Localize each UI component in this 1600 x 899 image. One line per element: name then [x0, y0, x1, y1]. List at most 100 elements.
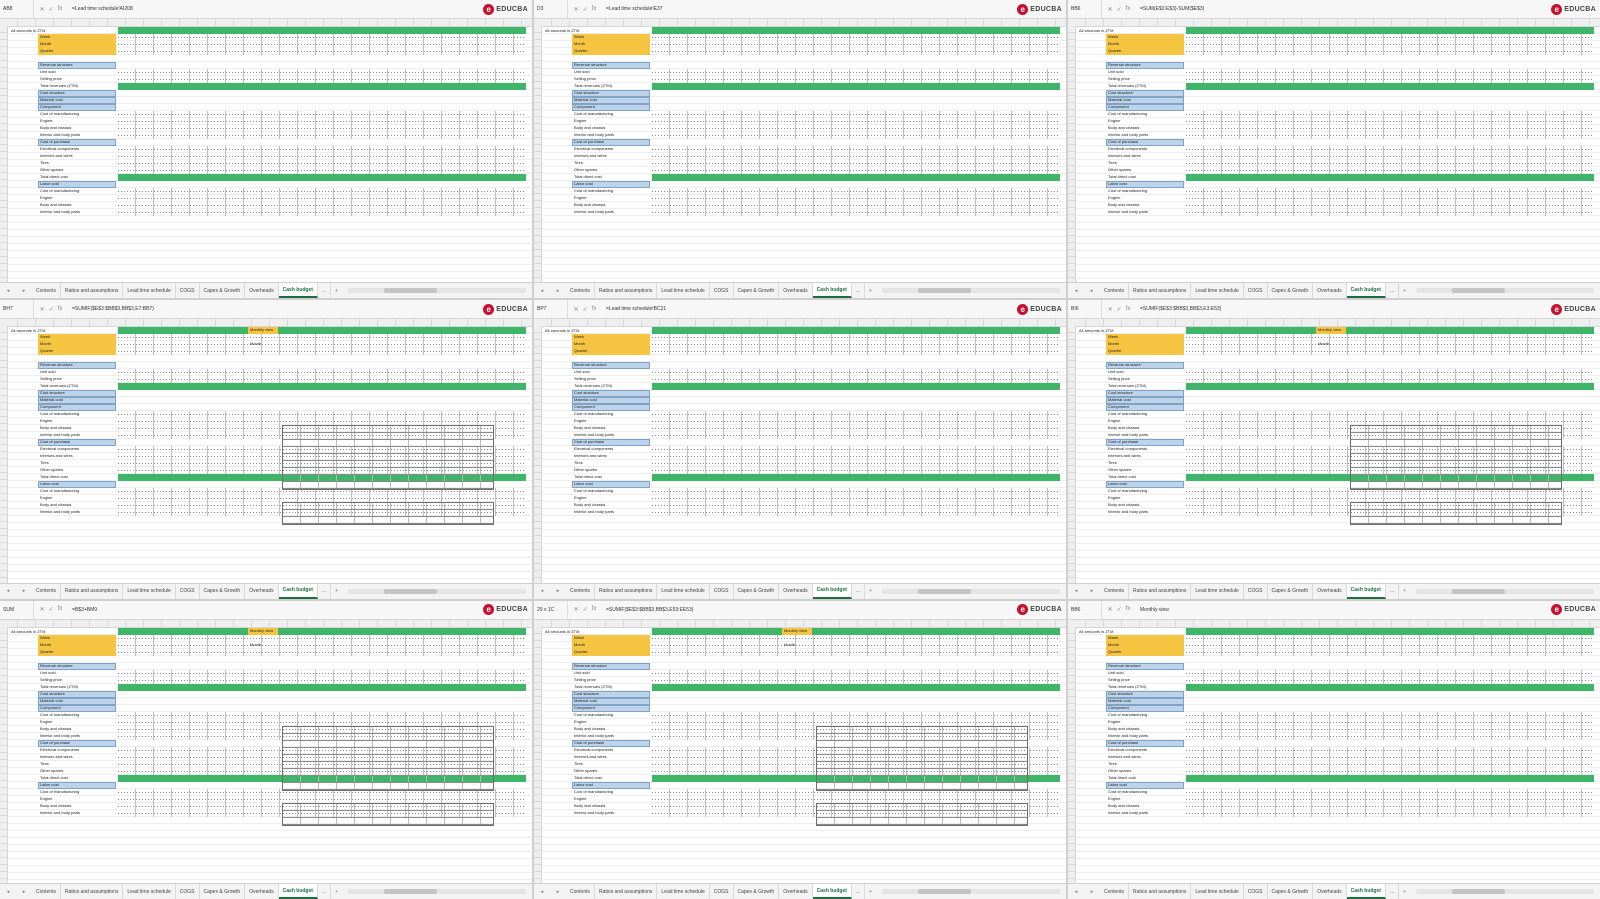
cancel-icon[interactable]: ✕ — [573, 607, 579, 614]
tab-prev-icon[interactable]: ◂ — [1074, 888, 1078, 895]
sheet-tab[interactable]: Overheads — [1313, 884, 1347, 899]
sheet-tab[interactable]: Lead time schedule — [1191, 884, 1244, 899]
sheet-tab[interactable]: Overheads — [779, 884, 813, 899]
sheet-tab[interactable]: Ratios and assumptions — [1129, 884, 1192, 899]
name-box[interactable]: D3 — [534, 0, 568, 18]
sheet-tab[interactable]: COGS — [710, 283, 734, 299]
spreadsheet-grid[interactable]: All amounts in ZTM Week Month Quarter Revenu… — [1076, 27, 1600, 283]
horizontal-scrollbar[interactable] — [882, 588, 1060, 594]
sheet-tab[interactable]: COGS — [176, 583, 200, 599]
sheet-tab[interactable]: Overheads — [245, 283, 279, 299]
sheet-tab[interactable]: Cash budget — [278, 884, 318, 899]
sheet-tab[interactable]: Lead time schedule — [657, 583, 710, 599]
cancel-icon[interactable]: ✕ — [1107, 607, 1113, 614]
function-icon[interactable]: fx — [57, 606, 63, 613]
sheet-tab[interactable]: Ratios and assumptions — [61, 283, 124, 299]
name-box[interactable]: BH7 — [0, 300, 34, 319]
name-box[interactable]: BB6 — [1068, 600, 1102, 619]
scrollbar-thumb[interactable] — [383, 588, 438, 594]
function-icon[interactable]: fx — [1125, 606, 1131, 613]
tab-next-icon[interactable]: ▸ — [22, 888, 26, 895]
sheet-tab[interactable]: Capex & Growth — [1268, 884, 1314, 899]
sheet-tab[interactable]: Overheads — [1313, 583, 1347, 599]
sheet-tab[interactable]: Contents — [1100, 583, 1130, 599]
cancel-icon[interactable]: ✕ — [39, 306, 45, 313]
spreadsheet-grid[interactable]: All amounts in ZTM Week Month Quarter Revenu… — [8, 627, 532, 883]
sheet-tab[interactable]: Cash budget — [278, 583, 318, 599]
spreadsheet-grid[interactable]: All amounts in ZTM Week Month Quarter Revenu… — [8, 327, 532, 583]
sheet-tab[interactable]: COGS — [1244, 884, 1268, 899]
sheet-tab[interactable]: Capex & Growth — [734, 884, 780, 899]
confirm-icon[interactable]: ✓ — [582, 6, 588, 13]
horizontal-scrollbar[interactable] — [882, 288, 1060, 294]
sheet-tab[interactable]: Cash budget — [812, 583, 852, 599]
add-sheet-button[interactable]: + — [335, 888, 339, 895]
sheet-tab[interactable]: Overheads — [245, 583, 279, 599]
sheet-tab[interactable]: ... — [852, 583, 866, 599]
sheet-tab[interactable]: Cash budget — [1346, 283, 1386, 299]
sheet-tab[interactable]: Capex & Growth — [734, 283, 780, 299]
formula-input[interactable]: =Lead time schedule!AI208 — [72, 6, 133, 12]
tab-prev-icon[interactable]: ◂ — [540, 888, 544, 895]
tab-next-icon[interactable]: ▸ — [556, 888, 560, 895]
monthly-summary-table[interactable] — [1350, 425, 1562, 491]
confirm-icon[interactable]: ✓ — [1116, 607, 1122, 614]
confirm-icon[interactable]: ✓ — [48, 6, 54, 13]
tab-next-icon[interactable]: ▸ — [1090, 888, 1094, 895]
sheet-tab[interactable]: Lead time schedule — [1191, 283, 1244, 299]
tab-prev-icon[interactable]: ◂ — [540, 287, 544, 294]
sheet-tab[interactable]: Ratios and assumptions — [595, 283, 658, 299]
sheet-tab[interactable]: ... — [1386, 884, 1400, 899]
sheet-tab[interactable]: ... — [852, 884, 866, 899]
sheet-tab[interactable]: Ratios and assumptions — [1129, 283, 1192, 299]
formula-input[interactable]: =SUMIF($E$3:$BB$3,BB$3,E53:EE53) — [606, 606, 694, 613]
sheet-tab[interactable]: Capex & Growth — [734, 583, 780, 599]
sheet-tab[interactable]: COGS — [176, 884, 200, 899]
tab-prev-icon[interactable]: ◂ — [6, 588, 10, 595]
sheet-tab[interactable]: ... — [1386, 583, 1400, 599]
confirm-icon[interactable]: ✓ — [1116, 306, 1122, 313]
function-icon[interactable]: fx — [591, 305, 597, 312]
confirm-icon[interactable]: ✓ — [48, 306, 54, 313]
cancel-icon[interactable]: ✕ — [573, 6, 579, 13]
tab-prev-icon[interactable]: ◂ — [6, 287, 10, 294]
function-icon[interactable]: fx — [591, 606, 597, 613]
tab-prev-icon[interactable]: ◂ — [1074, 287, 1078, 294]
cancel-icon[interactable]: ✕ — [1107, 6, 1113, 13]
sheet-tab[interactable]: Lead time schedule — [1191, 583, 1244, 599]
horizontal-scrollbar[interactable] — [348, 288, 526, 294]
function-icon[interactable]: fx — [1125, 5, 1131, 12]
sheet-tab[interactable]: Ratios and assumptions — [595, 884, 658, 899]
confirm-icon[interactable]: ✓ — [582, 607, 588, 614]
sheet-tab[interactable]: ... — [318, 583, 332, 599]
name-box[interactable]: BP7 — [534, 300, 568, 319]
confirm-icon[interactable]: ✓ — [48, 607, 54, 614]
monthly-labor-table[interactable] — [1350, 502, 1562, 526]
add-sheet-button[interactable]: + — [1403, 888, 1407, 895]
sheet-tab[interactable]: Ratios and assumptions — [61, 884, 124, 899]
horizontal-scrollbar[interactable] — [348, 588, 526, 594]
tab-next-icon[interactable]: ▸ — [1090, 287, 1094, 294]
sheet-tab[interactable]: Cash budget — [1346, 884, 1386, 899]
sheet-tab[interactable]: COGS — [710, 884, 734, 899]
sheet-tab[interactable]: ... — [318, 884, 332, 899]
sheet-tab[interactable]: Capex & Growth — [1268, 583, 1314, 599]
sheet-tab[interactable]: Contents — [32, 283, 62, 299]
sheet-tab[interactable]: COGS — [710, 583, 734, 599]
sheet-tab[interactable]: COGS — [176, 283, 200, 299]
name-box[interactable]: BI6 — [1068, 300, 1102, 319]
tab-next-icon[interactable]: ▸ — [556, 287, 560, 294]
horizontal-scrollbar[interactable] — [348, 889, 526, 894]
sheet-tab[interactable]: COGS — [1244, 583, 1268, 599]
monthly-summary-table[interactable] — [282, 725, 494, 791]
spreadsheet-grid[interactable]: All amounts in ZTM Week Month Quarter Revenu… — [542, 27, 1066, 283]
sheet-tab[interactable]: Lead time schedule — [123, 583, 176, 599]
tab-prev-icon[interactable]: ◂ — [6, 888, 10, 895]
add-sheet-button[interactable]: + — [335, 588, 339, 595]
sheet-tab[interactable]: Contents — [566, 884, 596, 899]
formula-input[interactable]: =SUM(E$3:E$3)-SUM($E$3) — [1140, 6, 1205, 12]
scrollbar-thumb[interactable] — [1451, 588, 1506, 594]
add-sheet-button[interactable]: + — [1403, 287, 1407, 294]
scrollbar-thumb[interactable] — [917, 889, 972, 894]
horizontal-scrollbar[interactable] — [882, 889, 1060, 894]
